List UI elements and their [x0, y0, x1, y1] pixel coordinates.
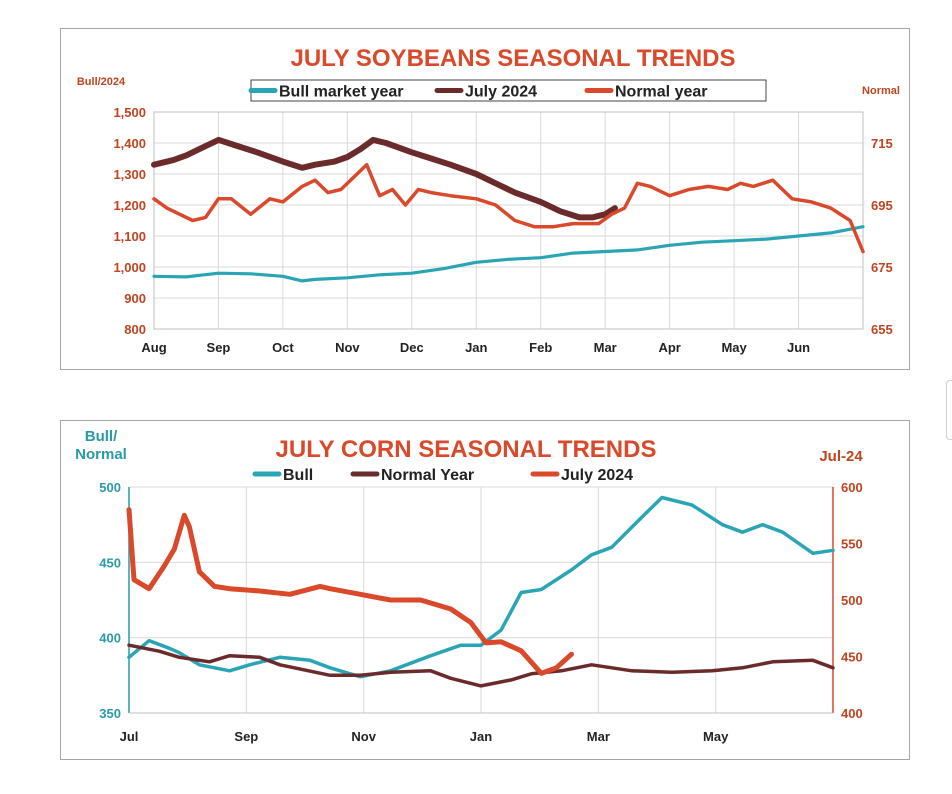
x-tick-label-feb: Feb [529, 340, 552, 355]
right-tick-label: 600 [841, 480, 863, 495]
right-axis-label: Jul-24 [819, 448, 863, 465]
x-tick-label-dec: Dec [400, 340, 424, 355]
x-tick-label-jan: Jan [470, 729, 492, 744]
right-tick-label: 400 [841, 706, 863, 721]
legend-label-july-2024: July 2024 [561, 467, 633, 484]
left-tick-label: 1,500 [113, 105, 146, 120]
x-tick-label-sep: Sep [234, 729, 258, 744]
x-tick-label-jul: Jul [120, 729, 139, 744]
series-line-normal-year [152, 162, 865, 254]
right-tick-label: 695 [871, 198, 893, 213]
right-axis-label: Normal [862, 85, 900, 97]
right-tick-label: 655 [871, 322, 893, 337]
chart-title: JULY SOYBEANS SEASONAL TRENDS [291, 45, 736, 72]
left-tick-label: 1,300 [113, 167, 146, 182]
series-line-july-2024 [151, 136, 618, 221]
left-tick-label: 800 [124, 322, 146, 337]
x-tick-label-nov: Nov [335, 340, 360, 355]
right-tick-label: 450 [841, 650, 863, 665]
x-tick-label-may: May [703, 729, 729, 744]
left-tick-label: 1,200 [113, 198, 146, 213]
left-tick-label: 1,100 [113, 229, 146, 244]
plot-frame [153, 111, 864, 330]
right-tick-label: 550 [841, 537, 863, 552]
left-tick-label: 1,400 [113, 136, 146, 151]
x-tick-label-mar: Mar [594, 340, 617, 355]
legend-label-july-2024: July 2024 [465, 84, 537, 101]
left-tick-label: 500 [99, 480, 121, 495]
legend-label-normal-year: Normal Year [381, 467, 474, 484]
x-tick-label-oct: Oct [272, 340, 294, 355]
legend-label-normal-year: Normal year [615, 84, 708, 101]
right-tick-label: 675 [871, 260, 893, 275]
x-tick-label-jan: Jan [465, 340, 487, 355]
left-tick-label: 450 [99, 555, 121, 570]
left-tick-label: 1,000 [113, 260, 146, 275]
chart-title: JULY CORN SEASONAL TRENDS [276, 436, 657, 463]
series-line-normal-year [127, 643, 835, 688]
x-tick-label-mar: Mar [587, 729, 610, 744]
left-axis-label: Bull/Normal [75, 428, 127, 463]
left-tick-label: 400 [99, 631, 121, 646]
series-line-bull-market-year [152, 225, 865, 283]
left-axis-label-line: Normal [75, 446, 127, 463]
soybeans-chart: JULY SOYBEANS SEASONAL TRENDS Bull/2024 No… [77, 45, 900, 355]
x-tick-label-apr: Apr [658, 340, 680, 355]
x-tick-label-jun: Jun [787, 340, 810, 355]
x-tick-label-nov: Nov [351, 729, 376, 744]
x-tick-label-may: May [721, 340, 747, 355]
left-axis-label: Bull/2024 [77, 76, 126, 88]
left-tick-label: 900 [124, 291, 146, 306]
x-tick-label-aug: Aug [141, 340, 166, 355]
legend-label-bull-market-year: Bull market year [279, 84, 404, 101]
left-tick-label: 350 [99, 706, 121, 721]
series-line-bull [127, 495, 835, 679]
legend-label-bull: Bull [283, 467, 313, 484]
x-tick-label-sep: Sep [207, 340, 231, 355]
series-line-july-2024 [126, 507, 574, 676]
corn-chart-panel: JULY CORN SEASONAL TRENDS Bull/Normal Jul-… [60, 420, 910, 760]
right-tick-label: 500 [841, 593, 863, 608]
corn-chart: JULY CORN SEASONAL TRENDS Bull/Normal Jul-… [75, 428, 863, 744]
page-scrollbar[interactable] [946, 380, 952, 440]
left-axis-label-line: Bull/ [85, 428, 118, 445]
right-tick-label: 715 [871, 136, 893, 151]
soybeans-chart-panel: JULY SOYBEANS SEASONAL TRENDS Bull/2024 No… [60, 28, 910, 370]
